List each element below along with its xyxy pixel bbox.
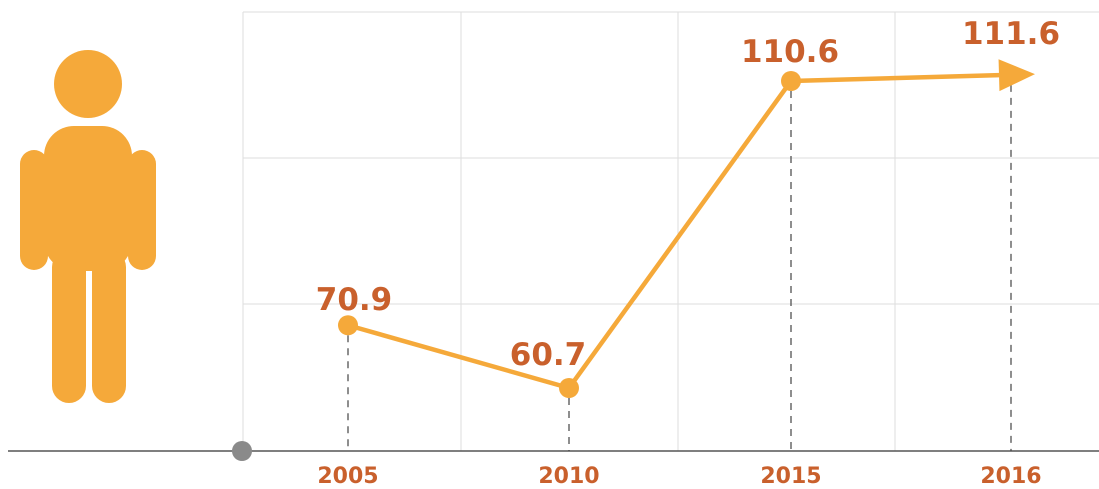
x-axis <box>8 441 1099 461</box>
axis-origin-dot <box>232 441 252 461</box>
x-tick-label: 2016 <box>980 464 1041 485</box>
data-points <box>338 71 801 398</box>
series-line <box>345 59 1035 391</box>
series-polyline <box>345 72 1002 391</box>
drop-lines <box>347 84 1012 451</box>
data-label: 70.9 <box>316 282 393 318</box>
person-torso <box>44 126 132 271</box>
grid-lines <box>242 11 1099 451</box>
series-arrow-head <box>998 59 1035 92</box>
x-tick-labels: 2005 2010 2015 2016 <box>317 464 1041 489</box>
person-leg-left <box>52 250 86 403</box>
x-tick-label: 2010 <box>538 464 599 485</box>
data-label: 60.7 <box>510 337 587 373</box>
person-arm-left <box>20 150 48 270</box>
person-head <box>54 50 122 118</box>
data-label: 110.6 <box>741 34 839 70</box>
person-icon <box>20 50 156 403</box>
x-tick-label: 2005 <box>317 464 378 485</box>
x-tick-label: 2015 <box>760 464 821 485</box>
data-point <box>559 378 579 398</box>
person-arm-right <box>128 150 156 270</box>
data-point <box>338 315 358 336</box>
data-point <box>781 71 801 91</box>
data-labels: 70.9 60.7 110.6 111.6 <box>316 16 1060 373</box>
data-label: 111.6 <box>962 16 1060 52</box>
person-leg-right <box>92 250 126 403</box>
